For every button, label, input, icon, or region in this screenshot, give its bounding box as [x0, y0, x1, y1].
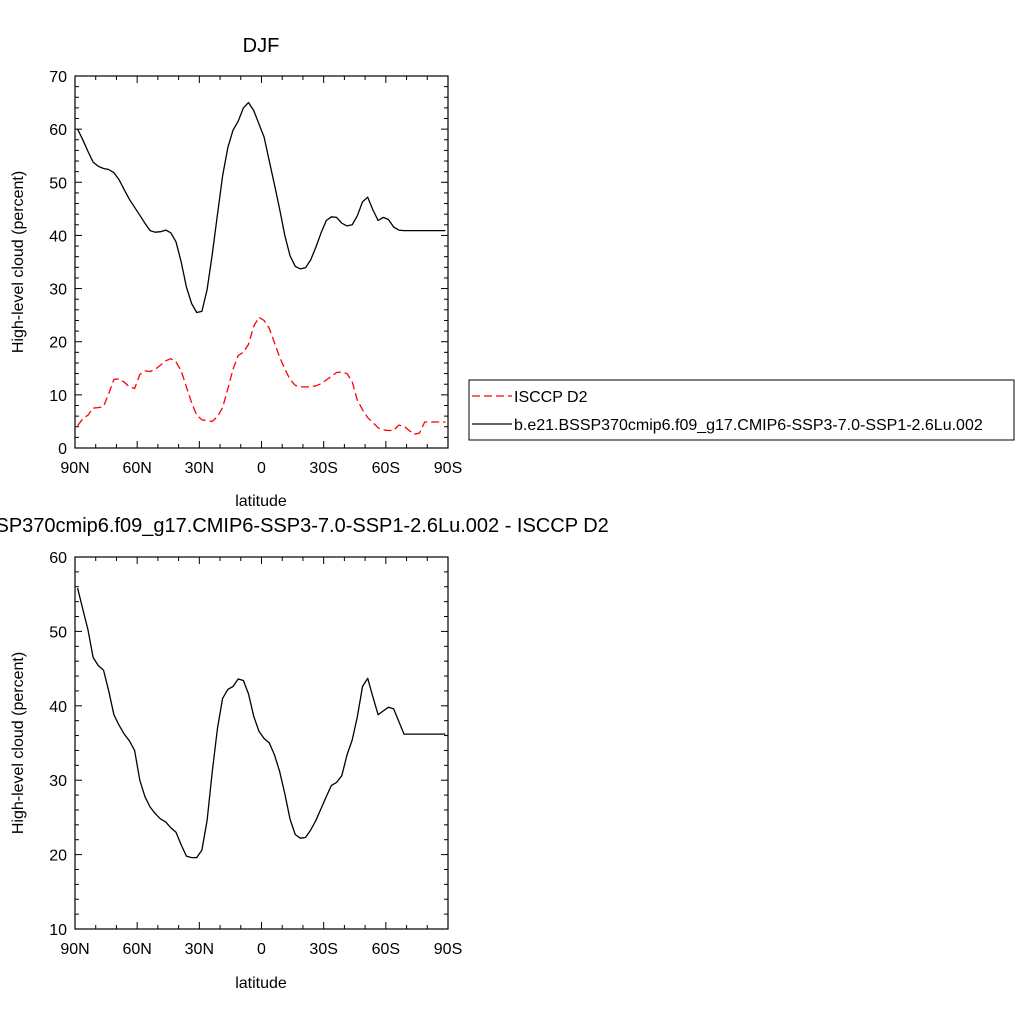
top-y-tick-label: 70 — [49, 69, 67, 86]
top-x-axis-label: latitude — [235, 493, 287, 510]
bottom-series-line-0 — [76, 588, 446, 859]
top-y-tick-label: 40 — [49, 228, 67, 245]
bottom-panel: b.e21.BSSP370cmip6.f09_g17.CMIP6-SSP3-7.… — [0, 515, 609, 992]
top-y-tick-label: 20 — [49, 335, 67, 352]
bottom-y-tick-label: 20 — [49, 848, 67, 865]
top-series — [77, 101, 446, 435]
top-y-tick-label: 50 — [49, 175, 67, 192]
bottom-x-tick-label: 60N — [122, 941, 151, 958]
bottom-x-tick-label: 60S — [372, 941, 400, 958]
top-y-tick-label: 30 — [49, 282, 67, 299]
top-x-tick-label: 60N — [122, 460, 151, 477]
top-y-tick-label: 60 — [49, 122, 67, 139]
top-x-tick-label: 90N — [60, 460, 89, 477]
top-y-tick-label: 0 — [58, 441, 67, 458]
bottom-series — [76, 588, 446, 859]
bottom-x-tick-label: 30S — [309, 941, 337, 958]
top-series-line-1 — [77, 101, 446, 314]
top-y-axis-label: High-level cloud (percent) — [10, 171, 27, 353]
top-chart-title: DJF — [243, 35, 280, 57]
legend-label-isccp: ISCCP D2 — [514, 389, 588, 406]
top-x-tick-label: 0 — [257, 460, 266, 477]
top-x-tick-label: 30S — [309, 460, 337, 477]
bottom-x-axis-label: latitude — [235, 975, 287, 992]
bottom-x-tick-label: 90N — [60, 941, 89, 958]
legend: ISCCP D2 b.e21.BSSP370cmip6.f09_g17.CMIP… — [468, 379, 1015, 441]
bottom-chart-title: b.e21.BSSP370cmip6.f09_g17.CMIP6-SSP3-7.… — [0, 515, 609, 537]
bottom-y-tick-label: 60 — [49, 550, 67, 567]
top-panel: DJF 90N 60N 30N 0 30S 60S 90S 0 10 20 30 40 50 60 70 l… — [10, 35, 1015, 510]
bottom-x-tick-label: 30N — [185, 941, 214, 958]
bottom-ticks: 90N 60N 30N 0 30S 60S 90S 10 20 30 40 50 60 — [49, 550, 462, 958]
bottom-y-tick-label: 30 — [49, 773, 67, 790]
bottom-x-tick-label: 0 — [257, 941, 266, 958]
bottom-y-tick-label: 50 — [49, 624, 67, 641]
bottom-y-tick-label: 10 — [49, 922, 67, 939]
bottom-y-tick-label: 40 — [49, 699, 67, 716]
top-series-line-0 — [77, 316, 446, 435]
legend-box — [468, 379, 1015, 441]
top-x-tick-label: 60S — [372, 460, 400, 477]
top-ticks: 90N 60N 30N 0 30S 60S 90S 0 10 20 30 40 50 60 70 — [49, 69, 462, 477]
bottom-x-tick-label: 90S — [434, 941, 462, 958]
top-x-tick-label: 90S — [434, 460, 462, 477]
bottom-y-axis-label: High-level cloud (percent) — [10, 652, 27, 834]
legend-label-model: b.e21.BSSP370cmip6.f09_g17.CMIP6-SSP3-7.… — [514, 417, 983, 434]
top-x-tick-label: 30N — [185, 460, 214, 477]
top-y-tick-label: 10 — [49, 388, 67, 405]
